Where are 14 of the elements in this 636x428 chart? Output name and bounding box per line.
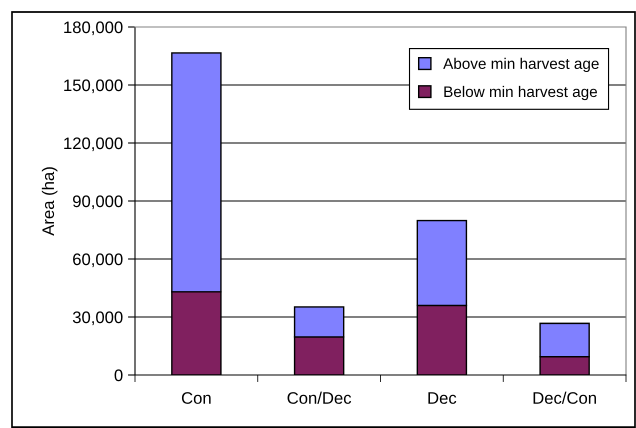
x-tick-label: Dec/Con xyxy=(534,392,596,404)
y-tick-label: 180,000 xyxy=(64,21,123,36)
y-tick-label: 30,000 xyxy=(72,311,123,326)
y-tick-label: 120,000 xyxy=(64,137,123,152)
y-tick-label: 0 xyxy=(114,369,123,382)
y-axis-title: Area (ha) xyxy=(42,167,58,236)
legend-label: Below min harvest age xyxy=(444,86,597,100)
y-tick-label: 150,000 xyxy=(64,79,123,94)
x-tick-label: Con xyxy=(182,392,211,404)
x-tick-label: Dec xyxy=(428,392,456,404)
legend-label: Above min harvest age xyxy=(443,58,599,72)
y-tick-label: 60,000 xyxy=(73,253,123,268)
y-tick-label: 90,000 xyxy=(73,195,123,210)
x-tick-label: Con/Dec xyxy=(288,392,352,404)
